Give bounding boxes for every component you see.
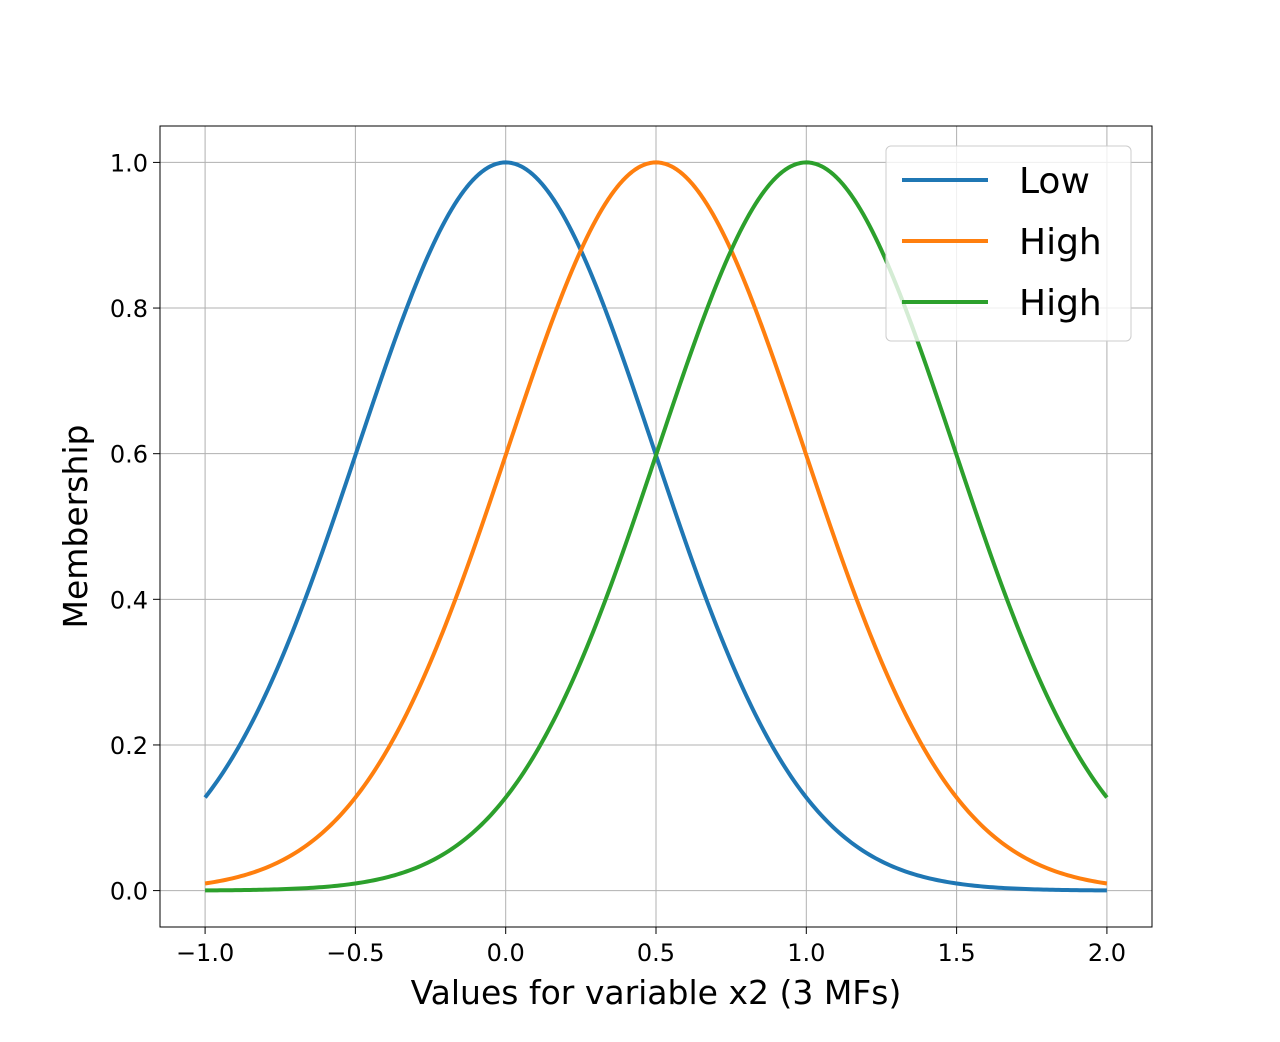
- legend-box: [885, 145, 1132, 342]
- y-tick-label: 1.0: [110, 149, 148, 177]
- x-tick-label: −0.5: [326, 939, 384, 967]
- x-tick-label: −1.0: [176, 939, 234, 967]
- x-tick-label: 1.0: [787, 939, 825, 967]
- x-axis-label: Values for variable x2 (3 MFs): [411, 973, 902, 1012]
- series-line-high-2: [204, 160, 1108, 886]
- y-tick-label: 0.8: [110, 295, 148, 323]
- x-tick-label: 2.0: [1088, 939, 1126, 967]
- legend-label: Low: [1019, 161, 1090, 202]
- y-axis-label: Membership: [56, 425, 95, 629]
- legend: Low High High: [885, 145, 1132, 342]
- y-tick-label: 0.6: [110, 441, 148, 469]
- series-layer: [203, 160, 1109, 893]
- y-tick-label: 0.4: [110, 586, 148, 614]
- y-tick-label: 0.2: [110, 732, 148, 760]
- series-line-high-3: [205, 160, 1109, 893]
- legend-label: High: [1019, 222, 1102, 263]
- x-tick-label: 0.0: [487, 939, 525, 967]
- x-tick-label: 0.5: [637, 939, 675, 967]
- ticks: −1.0 −0.5 0.0 0.5 1.0 1.5 2.0 0.0 0.2 0.4 0.6 0.8 1.…: [110, 149, 1126, 967]
- x-tick-label: 1.5: [938, 939, 976, 967]
- y-tick-label: 0.0: [110, 878, 148, 906]
- legend-label: High: [1019, 283, 1102, 324]
